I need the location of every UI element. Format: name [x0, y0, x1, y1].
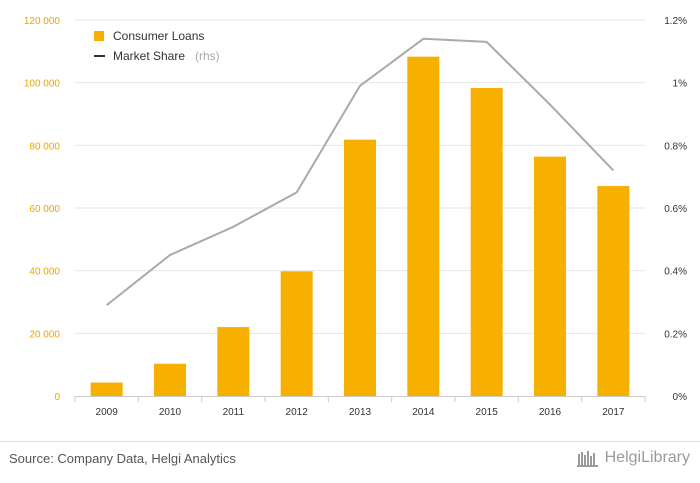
line-series-market-share	[106, 37, 615, 306]
y-left-tick-label: 0	[54, 392, 60, 403]
x-tick-label: 2009	[96, 407, 119, 418]
bar	[407, 56, 440, 396]
y-right-tick-label: 0.6%	[664, 204, 687, 215]
legend-suffix-rhs: (rhs)	[195, 49, 220, 63]
footer-divider	[0, 441, 700, 442]
legend-label-market-share: Market Share	[113, 49, 185, 63]
brand-name: HelgiLibrary	[604, 449, 690, 466]
bar	[597, 186, 630, 396]
bar	[344, 139, 376, 396]
y-right-tick-label: 0%	[673, 392, 688, 403]
y-right-tick-label: 0.4%	[664, 267, 687, 278]
y-left-tick-label: 20 000	[29, 329, 60, 340]
x-tick-label: 2012	[286, 407, 309, 418]
y-left-tick-label: 60 000	[29, 204, 60, 215]
legend: Consumer Loans Market Share (rhs)	[94, 29, 220, 63]
legend-swatch-consumer-loans	[94, 31, 104, 41]
bar	[470, 87, 503, 396]
y-right-tick-label: 0.8%	[664, 141, 687, 152]
y-left-tick-label: 40 000	[29, 267, 60, 278]
x-tick-label: 2015	[476, 407, 499, 418]
bar	[217, 327, 250, 396]
y-left-tick-label: 120 000	[24, 16, 61, 27]
y-right-tick-label: 1.2%	[664, 16, 687, 27]
bar-series-consumer-loans	[90, 56, 630, 396]
brand-logo: HelgiLibrary	[576, 448, 690, 468]
bar	[90, 382, 123, 396]
bar	[154, 363, 186, 396]
x-tick-label: 2010	[159, 407, 182, 418]
market-share-line	[106, 37, 615, 306]
y-axis-left: 0 20 000 40 000 60 000 80 000 100 000 120 000	[24, 16, 61, 403]
x-axis: 2009 2010 2011 2012 2013 2014 2015 2016 2017	[74, 396, 646, 418]
x-tick-label: 2014	[412, 407, 435, 418]
y-right-tick-label: 1%	[673, 79, 688, 90]
y-left-tick-label: 80 000	[29, 141, 60, 152]
y-right-tick-label: 0.2%	[664, 329, 687, 340]
y-left-tick-label: 100 000	[24, 79, 61, 90]
bar	[534, 156, 566, 396]
y-axis-right: 0% 0.2% 0.4% 0.6% 0.8% 1% 1.2%	[664, 16, 687, 403]
x-tick-label: 2017	[602, 407, 625, 418]
x-tick-label: 2013	[349, 407, 372, 418]
legend-label-consumer-loans: Consumer Loans	[113, 29, 204, 43]
source-note: Source: Company Data, Helgi Analytics	[9, 451, 236, 466]
x-tick-label: 2016	[539, 407, 562, 418]
x-tick-label: 2011	[223, 407, 245, 418]
bar	[280, 271, 313, 396]
library-icon	[576, 451, 598, 467]
